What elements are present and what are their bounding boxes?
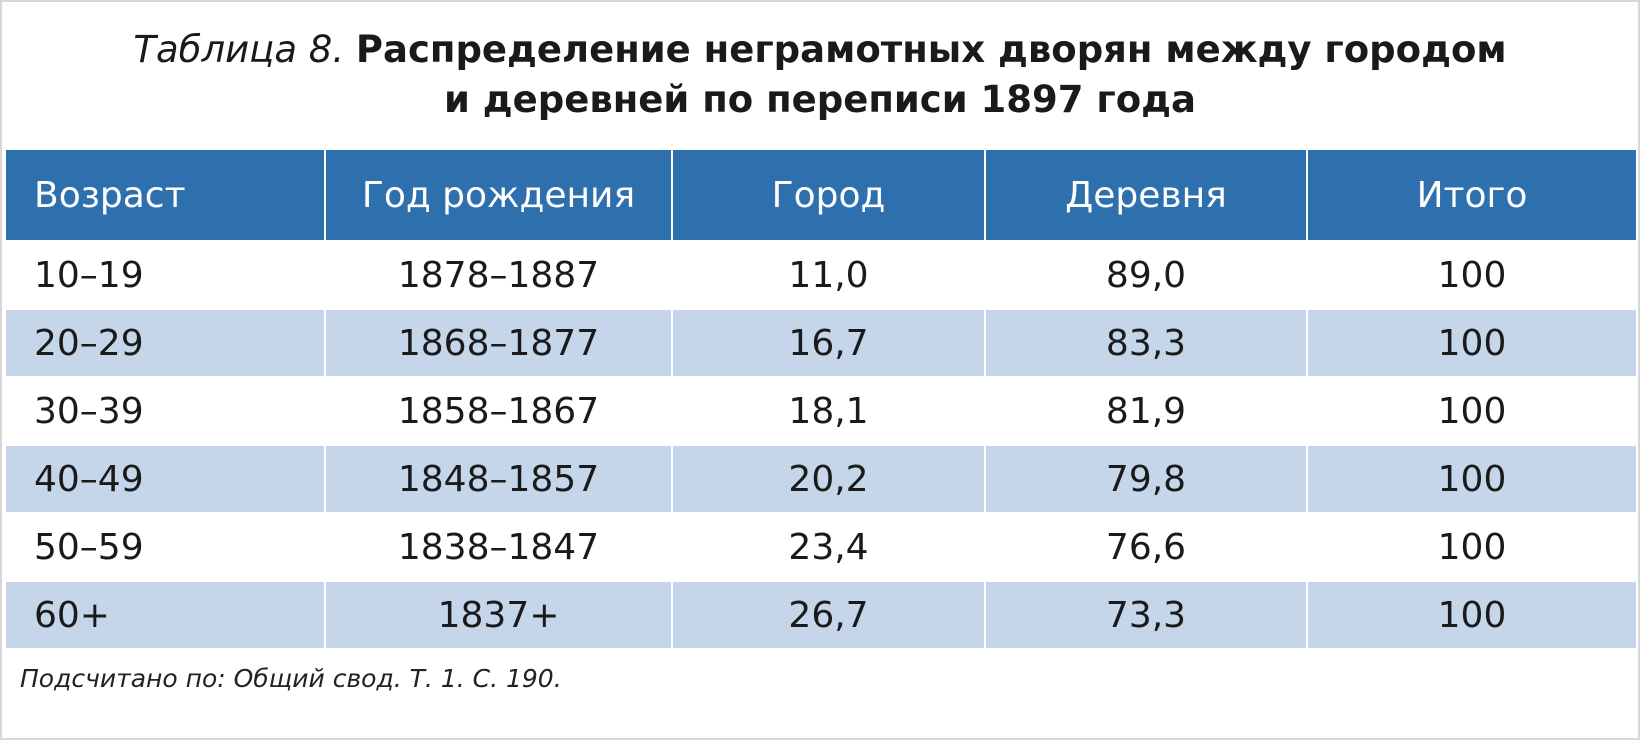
title-label: Таблица 8. (133, 28, 345, 71)
table-cell: 79,8 (984, 444, 1308, 514)
table-row: 50–59 1838–1847 23,4 76,6 100 (4, 512, 1638, 582)
table-cell: 1838–1847 (324, 512, 673, 582)
table-cell: 30–39 (4, 376, 326, 446)
table-cell: 1848–1857 (324, 444, 673, 514)
table-cell: 1868–1877 (324, 308, 673, 378)
table-cell: 100 (1306, 580, 1638, 650)
table-cell: 26,7 (671, 580, 986, 650)
footnote: Подсчитано по: Общий свод. Т. 1. С. 190. (20, 664, 562, 693)
table-cell: 1878–1887 (324, 240, 673, 310)
table-cell: 100 (1306, 240, 1638, 310)
title: Таблица 8. Распределение неграмотных дво… (2, 2, 1638, 148)
table: Возраст Год рождения Город Деревня Итого 10–… (4, 148, 1638, 650)
header-cell: Итого (1306, 148, 1638, 242)
table-cell: 100 (1306, 444, 1638, 514)
table-row: 10–19 1878–1887 11,0 89,0 100 (4, 240, 1638, 310)
header-cell: Год рождения (324, 148, 673, 242)
table-body: 10–19 1878–1887 11,0 89,0 100 20–29 1868–1877 1… (4, 240, 1638, 650)
table-cell: 81,9 (984, 376, 1308, 446)
header-cell: Возраст (4, 148, 326, 242)
table-cell: 18,1 (671, 376, 986, 446)
table-cell: 83,3 (984, 308, 1308, 378)
table-cell: 20,2 (671, 444, 986, 514)
table-cell: 50–59 (4, 512, 326, 582)
table-cell: 100 (1306, 308, 1638, 378)
table-cell: 60+ (4, 580, 326, 650)
table-cell: 20–29 (4, 308, 326, 378)
title-line: Таблица 8. Распределение неграмотных дво… (133, 25, 1506, 75)
table-cell: 76,6 (984, 512, 1308, 582)
table-cell: 100 (1306, 376, 1638, 446)
table-row: 60+ 1837+ 26,7 73,3 100 (4, 580, 1638, 650)
table-cell: 89,0 (984, 240, 1308, 310)
header-cell: Деревня (984, 148, 1308, 242)
table-row: 20–29 1868–1877 16,7 83,3 100 (4, 308, 1638, 378)
table-row: 40–49 1848–1857 20,2 79,8 100 (4, 444, 1638, 514)
table-cell: 1837+ (324, 580, 673, 650)
table-cell: 73,3 (984, 580, 1308, 650)
table-cell: 40–49 (4, 444, 326, 514)
table-cell: 1858–1867 (324, 376, 673, 446)
table-cell: 11,0 (671, 240, 986, 310)
table-row: 30–39 1858–1867 18,1 81,9 100 (4, 376, 1638, 446)
table-cell: 10–19 (4, 240, 326, 310)
table-cell: 23,4 (671, 512, 986, 582)
header-cell: Город (671, 148, 986, 242)
table-cell: 100 (1306, 512, 1638, 582)
header-row: Возраст Год рождения Город Деревня Итого (4, 148, 1638, 242)
table-cell: 16,7 (671, 308, 986, 378)
title-text: Распределение неграмотных дворян между г… (355, 28, 1507, 71)
title-text: и деревней по переписи 1897 года (443, 78, 1197, 121)
